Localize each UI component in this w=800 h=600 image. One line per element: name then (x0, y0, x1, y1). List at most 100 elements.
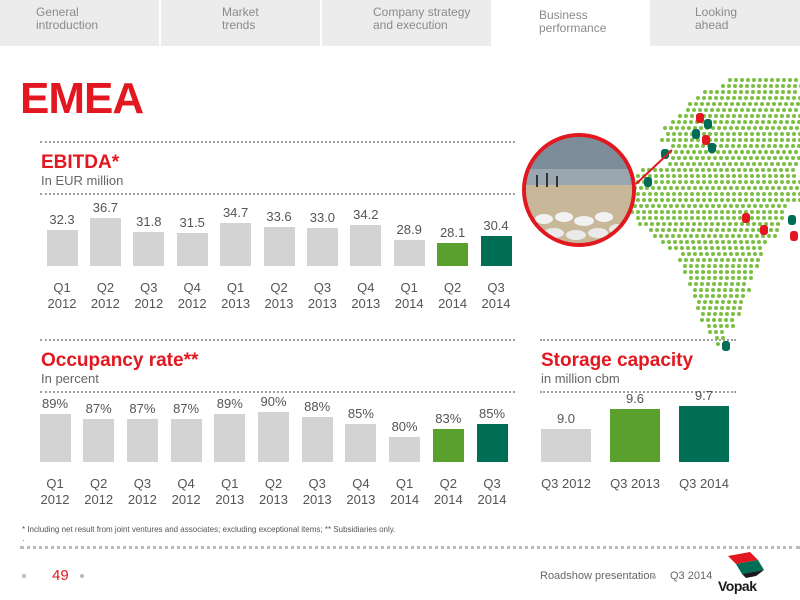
map-dot (667, 240, 671, 244)
map-dot (785, 168, 789, 172)
map-dot (680, 222, 684, 226)
tab-looking-ahead[interactable]: Looking ahead (650, 0, 800, 46)
map-dot (750, 174, 754, 178)
map-dot (756, 210, 760, 214)
map-dot (702, 180, 706, 184)
map-dot (737, 312, 741, 316)
map-dot (726, 138, 730, 142)
map-dot (707, 234, 711, 238)
map-dot (648, 198, 652, 202)
bar-occupancy-4 (214, 414, 246, 462)
map-dot (716, 150, 720, 154)
map-dot (778, 102, 782, 106)
map-dot (746, 162, 750, 166)
map-dot (677, 156, 681, 160)
map-dot (780, 198, 784, 202)
map-dot (709, 240, 713, 244)
footer-dot (22, 574, 26, 578)
map-dot (660, 174, 664, 178)
map-dot (741, 186, 745, 190)
map-dot (736, 102, 740, 106)
map-dot (775, 84, 779, 88)
bar-ebitda-4 (220, 223, 252, 266)
map-dot (671, 120, 675, 124)
map-dot (729, 186, 733, 190)
map-dot (738, 216, 742, 220)
map-dot (686, 162, 690, 166)
map-dot (746, 78, 750, 82)
data-label-occupancy-5: 90% (260, 394, 287, 409)
map-dot (797, 120, 800, 124)
map-dot (722, 150, 726, 154)
map-dot (668, 246, 672, 250)
map-dot (744, 114, 748, 118)
map-dot (757, 84, 761, 88)
map-dot (692, 222, 696, 226)
map-dot (683, 264, 687, 268)
map-dot (714, 306, 718, 310)
map-dot (720, 96, 724, 100)
map-dot (794, 78, 798, 82)
map-dot (744, 132, 748, 136)
storage-subtitle: in million cbm (541, 371, 620, 386)
map-dot (752, 246, 756, 250)
map-dot (732, 138, 736, 142)
map-dot (693, 252, 697, 256)
map-dot (691, 228, 695, 232)
map-dot (666, 198, 670, 202)
data-label-ebitda-7: 34.2 (353, 207, 379, 222)
map-dot (679, 240, 683, 244)
map-dot (720, 198, 724, 202)
tab-company-strategy[interactable]: Company strategy and execution (322, 0, 493, 46)
map-dot (659, 168, 663, 172)
map-dot (792, 114, 796, 118)
map-dot (764, 162, 768, 166)
map-dot (684, 192, 688, 196)
map-dot (768, 210, 772, 214)
map-dot (713, 234, 717, 238)
map-dot (653, 168, 657, 172)
map-dot (770, 108, 774, 112)
map-dot (737, 264, 741, 268)
map-dot (695, 234, 699, 238)
map-dot (698, 162, 702, 166)
map-dot (793, 84, 797, 88)
map-dot (686, 222, 690, 226)
tab-general-introduction[interactable]: General introduction (0, 0, 161, 46)
map-dot (653, 234, 657, 238)
map-dot (687, 126, 691, 130)
map-dot (666, 180, 670, 184)
map-dot (699, 204, 703, 208)
map-dot (762, 174, 766, 178)
map-dot (724, 282, 728, 286)
map-dot (741, 126, 745, 130)
map-dot (713, 324, 717, 328)
map-dot (742, 102, 746, 106)
tab-business-performance[interactable]: Business performance (493, 0, 650, 46)
map-dot (690, 258, 694, 262)
map-dot (749, 276, 753, 280)
data-label-ebitda-4: 34.7 (222, 205, 249, 220)
map-dot (703, 228, 707, 232)
map-dot (741, 294, 745, 298)
footnote: * Including net result from joint ventur… (22, 525, 396, 534)
tab-market-trends[interactable]: Market trends (161, 0, 322, 46)
map-dot (698, 246, 702, 250)
map-dot (744, 138, 748, 142)
map-dot (701, 276, 705, 280)
map-dot (727, 84, 731, 88)
map-dot (678, 210, 682, 214)
map-dot (788, 150, 792, 154)
map-dot (786, 180, 790, 184)
map-dot (720, 306, 724, 310)
map-dot (715, 90, 719, 94)
map-dot (686, 108, 690, 112)
tick-label-storage-2: Q3 2014 (679, 476, 729, 491)
map-dot (786, 114, 790, 118)
map-dot (728, 78, 732, 82)
map-dot (702, 192, 706, 196)
map-dot (708, 198, 712, 202)
map-dot (655, 228, 659, 232)
map-dot (636, 174, 640, 178)
bar-occupancy-9 (432, 429, 464, 462)
